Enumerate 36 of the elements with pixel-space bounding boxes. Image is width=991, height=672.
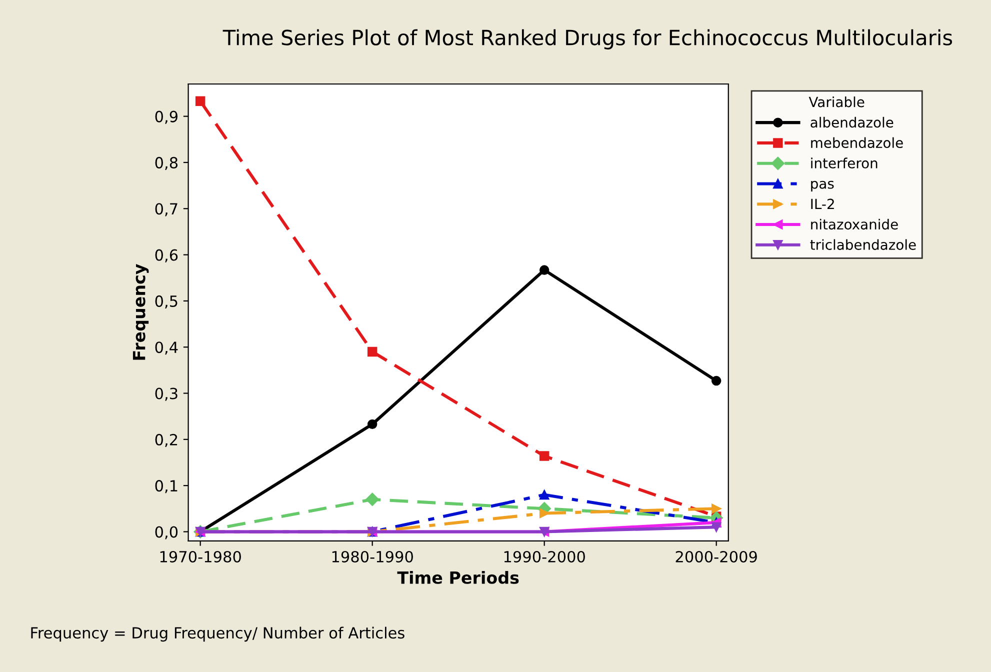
y-tick-label: 0,8 (155, 156, 178, 170)
legend-label: albendazole (810, 116, 894, 128)
y-tick-label: 0,1 (155, 480, 178, 494)
legend-title: Variable (808, 96, 864, 108)
y-tick-label: 0,2 (155, 434, 178, 447)
y-tick-label: 0,5 (155, 295, 178, 309)
x-tick-label: 1990-2000 (504, 550, 585, 563)
x-tick-label: 1980-1990 (332, 550, 413, 563)
y-tick-label: 0,6 (155, 249, 178, 262)
point (367, 346, 378, 357)
legend-label: pas (811, 180, 834, 192)
point (539, 490, 550, 500)
x-axis-title: Time Periods (397, 571, 519, 584)
y-tick-label: 0,0 (155, 526, 178, 540)
y-tick-label: 0,9 (155, 110, 178, 124)
text: Frequency = Drug Frequency/ Number of Articles (31, 626, 404, 642)
x-tick-label: 1970-1980 (160, 550, 241, 563)
point (539, 265, 550, 275)
legend-label: mebendazole (811, 137, 903, 148)
legend-label: triclabendazole (810, 239, 916, 250)
point (711, 504, 722, 514)
point (366, 492, 379, 506)
legend-label: IL-2 (811, 198, 834, 209)
legend-label: interferon (811, 158, 878, 168)
y-tick-label: 0,7 (155, 203, 178, 216)
legend-label: nitazoxanide (811, 218, 898, 230)
chart-title: Time Series Plot of Most Ranked Drugs for Echinococcus Multilocularis (222, 29, 952, 50)
point (195, 96, 206, 106)
point (367, 419, 378, 430)
point (711, 522, 722, 532)
y-tick-label: 0,4 (155, 342, 178, 355)
y-axis-title: Frequency (132, 264, 149, 360)
point (711, 376, 722, 386)
point (539, 451, 550, 461)
x-tick-label: 2000-2009 (676, 550, 757, 563)
y-tick-label: 0,3 (155, 388, 178, 401)
